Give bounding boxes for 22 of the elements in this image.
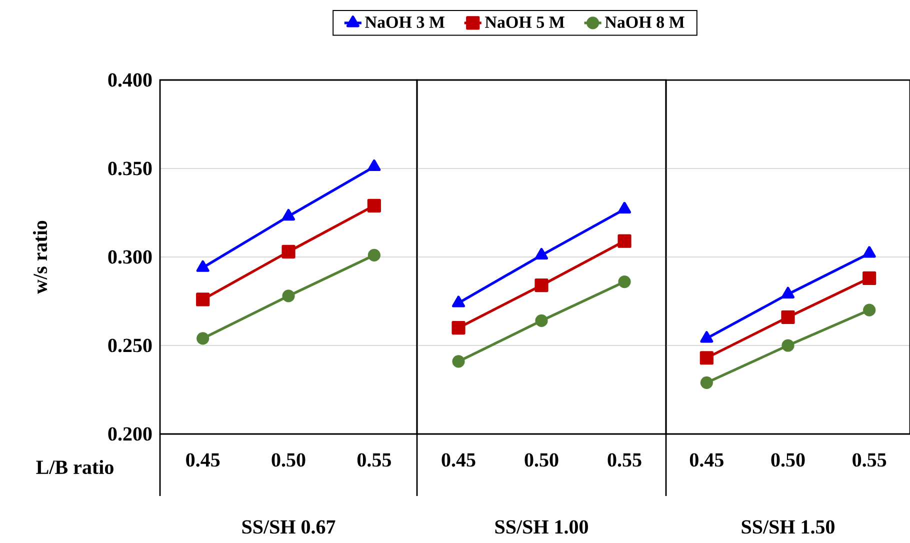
y-tick-label: 0.200 bbox=[108, 427, 152, 441]
x-tick-label: 0.55 bbox=[357, 453, 391, 467]
legend-label: NaOH 3 M bbox=[365, 16, 445, 28]
x-axis-title: SS/SH 0.67 bbox=[242, 520, 336, 534]
x-tick-label: 0.50 bbox=[771, 453, 805, 467]
x-tick-label: 0.55 bbox=[852, 453, 886, 467]
x-tick-label: 0.55 bbox=[608, 453, 642, 467]
y-tick-label: 0.350 bbox=[108, 162, 152, 176]
x-tick-label: 0.45 bbox=[186, 453, 220, 467]
x-axis-title: SS/SH 1.00 bbox=[495, 520, 588, 534]
y-axis-title: w/s ratio bbox=[32, 220, 48, 294]
x-tick-label: 0.45 bbox=[690, 453, 724, 467]
y-tick-label: 0.400 bbox=[108, 73, 152, 87]
text: L/B ratio bbox=[36, 460, 114, 474]
x-tick-label: 0.50 bbox=[524, 453, 558, 467]
x-axis-title: SS/SH 1.50 bbox=[742, 520, 834, 534]
x-tick-label: 0.50 bbox=[272, 453, 306, 467]
x-tick-label: 0.45 bbox=[442, 453, 476, 467]
y-tick-label: 0.250 bbox=[108, 338, 152, 352]
y-tick-label: 0.300 bbox=[108, 250, 152, 264]
legend-label: NaOH 8 M bbox=[604, 16, 684, 28]
legend-label: NaOH 5 M bbox=[485, 16, 564, 28]
